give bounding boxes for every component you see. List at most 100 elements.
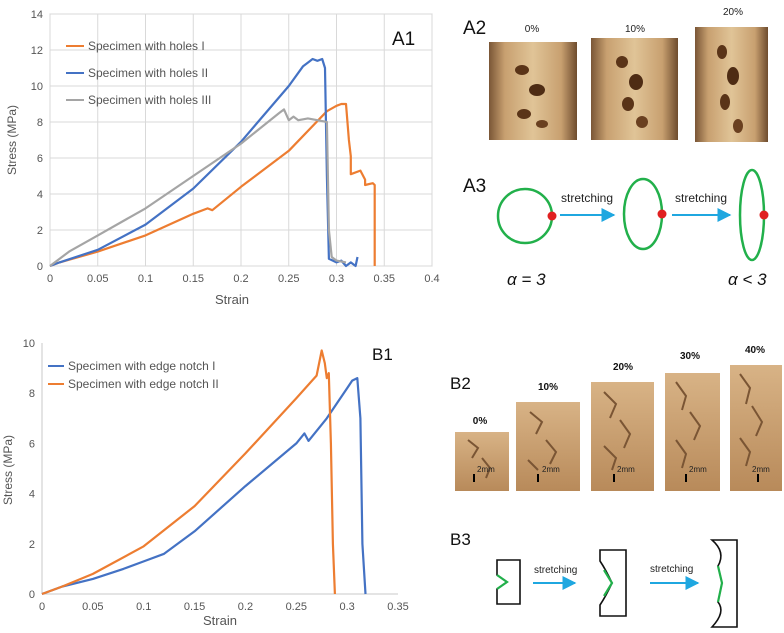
- chart-a1-ytick-1: 2: [37, 225, 43, 237]
- chart-a1-ytick-0: 0: [37, 261, 43, 273]
- chart-b1-legend: Specimen with edge notch I Specimen with…: [48, 359, 219, 391]
- legend-label-holes-3: Specimen with holes III: [88, 93, 211, 107]
- a3-marker-dot-1: [547, 211, 557, 221]
- chart-a1-ytick-3: 6: [37, 153, 43, 165]
- chart-a1-xtick-2: 0.1: [138, 273, 153, 285]
- a3-arrow-label-1: stretching: [561, 191, 613, 205]
- legend-label-notch-1: Specimen with edge notch I: [68, 359, 215, 373]
- chart-b1-xtick-1: 0.05: [82, 601, 103, 613]
- chart-b1-xtick-3: 0.15: [184, 601, 205, 613]
- b2-specimen-photo-10: 2mm: [516, 402, 580, 491]
- chart-b1-ytick-5: 10: [23, 338, 35, 350]
- b2-strain-label-0: 0%: [473, 416, 488, 427]
- chart-a1-ytick-5: 10: [31, 81, 43, 93]
- b3-arrow-label-2: stretching: [650, 564, 693, 575]
- a3-marker-dot-2: [657, 209, 667, 219]
- legend-label-holes-1: Specimen with holes I: [88, 39, 205, 53]
- a3-alpha-less: α < 3: [728, 270, 767, 289]
- a2-strain-label-20: 20%: [723, 7, 743, 18]
- chart-b1-xtick-5: 0.25: [286, 601, 307, 613]
- a2-strain-label-10: 10%: [625, 24, 645, 35]
- chart-a1-xtick-8: 0.4: [424, 273, 439, 285]
- chart-a1-xtick-1: 0.05: [87, 273, 108, 285]
- b3-notch-2: [603, 569, 614, 597]
- b2-specimen-photo-40: 2mm: [730, 365, 782, 491]
- chart-b1-xtick-0: 0: [39, 601, 45, 613]
- b2-scale-bar-label-10: 2mm: [542, 465, 560, 474]
- a2-strain-label-0: 0%: [525, 24, 540, 35]
- chart-b1-ytick-3: 6: [29, 438, 35, 450]
- panel-label-b3: B3: [450, 530, 471, 549]
- chart-b1-xtick-2: 0.1: [136, 601, 151, 613]
- chart-a1-xtick-3: 0.15: [183, 273, 204, 285]
- a3-circular-hole: [496, 187, 554, 245]
- panel-label-b2: B2: [450, 374, 471, 393]
- b2-scale-bar-label-40: 2mm: [752, 465, 770, 474]
- chart-a1: 0 0.05 0.1 0.15 0.2 0.25 0.3 0.35 0.4 0 2 4 6 8 10 12 14…: [5, 9, 440, 307]
- chart-a1-series-line-3: [49, 108, 347, 267]
- panel-label-b1: B1: [372, 345, 393, 364]
- chart-b1-series-line-1: [41, 377, 367, 596]
- chart-b1-ytick-1: 2: [29, 539, 35, 551]
- b3-arrow-label-1: stretching: [534, 565, 577, 576]
- panel-a2: A2 0% 10% 20%: [463, 7, 768, 142]
- chart-a1-series: [49, 57, 376, 268]
- b2-strain-label-30: 30%: [680, 351, 700, 362]
- chart-a1-xlabel: Strain: [215, 292, 249, 307]
- panel-label-a3: A3: [463, 176, 486, 197]
- chart-a1-legend: Specimen with holes I Specimen with hole…: [66, 39, 211, 107]
- chart-a1-ytick-2: 4: [37, 189, 43, 201]
- a3-stretched-hole: [622, 177, 664, 251]
- chart-a1-xtick-4: 0.2: [233, 273, 248, 285]
- chart-b1-xtick-6: 0.3: [339, 601, 354, 613]
- panel-a3: A3 stretching stretching α = 3 α < 3: [463, 168, 769, 289]
- chart-a1-tick-labels: 0 0.05 0.1 0.15 0.2 0.25 0.3 0.35 0.4 0 2 4 6 8 10 12 14: [31, 9, 440, 285]
- b2-specimen-photo-0: 2mm: [455, 432, 509, 491]
- legend-label-notch-2: Specimen with edge notch II: [68, 377, 219, 391]
- chart-a1-gridlines: [49, 13, 433, 267]
- chart-b1-ytick-0: 0: [29, 589, 35, 601]
- a3-arrow-label-2: stretching: [675, 191, 727, 205]
- chart-b1-xtick-7: 0.35: [387, 601, 408, 613]
- panel-label-a2: A2: [463, 18, 486, 39]
- chart-b1-xlabel: Strain: [203, 613, 237, 628]
- chart-a1-ylabel: Stress (MPa): [5, 105, 19, 175]
- chart-a1-xtick-0: 0: [47, 273, 53, 285]
- chart-a1-ytick-4: 8: [37, 117, 43, 129]
- b2-scale-bar-label-30: 2mm: [689, 465, 707, 474]
- chart-a1-series-line-1: [49, 102, 376, 268]
- chart-a1-series-line-2: [49, 57, 359, 268]
- a2-specimen-photo-20: [695, 27, 768, 142]
- panel-b2: B2 0% 10% 20% 30% 40% 2mm 2mm 2mm 2m: [450, 345, 782, 491]
- a2-specimen-photo-10: [591, 38, 678, 140]
- a2-specimen-photo-0: [489, 42, 577, 140]
- chart-b1-ylabel: Stress (MPa): [1, 435, 15, 505]
- chart-b1: 0 0.05 0.1 0.15 0.2 0.25 0.3 0.35 0 2 4 6 8 10 Strain…: [1, 338, 409, 628]
- panel-label-a1: A1: [392, 29, 415, 50]
- b2-scale-bar-label-0: 2mm: [477, 465, 495, 474]
- chart-a1-ytick-6: 12: [31, 45, 43, 57]
- b2-specimen-photo-30: 2mm: [665, 373, 720, 491]
- chart-a1-xtick-7: 0.35: [374, 273, 395, 285]
- b3-notch-3: [716, 565, 724, 603]
- chart-a1-xtick-5: 0.25: [278, 273, 299, 285]
- a3-marker-dot-3: [759, 210, 769, 220]
- chart-b1-series: [41, 349, 367, 596]
- b3-notch-1: [496, 574, 509, 590]
- panel-b3: B3 stretching stretching: [450, 530, 738, 628]
- chart-b1-ytick-4: 8: [29, 388, 35, 400]
- a3-alpha-equals: α = 3: [507, 270, 546, 289]
- b2-specimen-photo-20: 2mm: [591, 382, 654, 491]
- chart-b1-tick-labels: 0 0.05 0.1 0.15 0.2 0.25 0.3 0.35 0 2 4 6 8 10: [23, 338, 409, 613]
- chart-b1-xtick-4: 0.2: [238, 601, 253, 613]
- legend-label-holes-2: Specimen with holes II: [88, 66, 208, 80]
- chart-b1-series-line-2: [41, 349, 336, 596]
- b2-strain-label-40: 40%: [745, 345, 765, 356]
- b3-elongated-specimen: [709, 539, 738, 628]
- chart-b1-ytick-2: 4: [29, 489, 35, 501]
- chart-a1-xtick-6: 0.3: [329, 273, 344, 285]
- b2-strain-label-20: 20%: [613, 362, 633, 373]
- b2-scale-bar-label-20: 2mm: [617, 465, 635, 474]
- b2-strain-label-10: 10%: [538, 382, 558, 393]
